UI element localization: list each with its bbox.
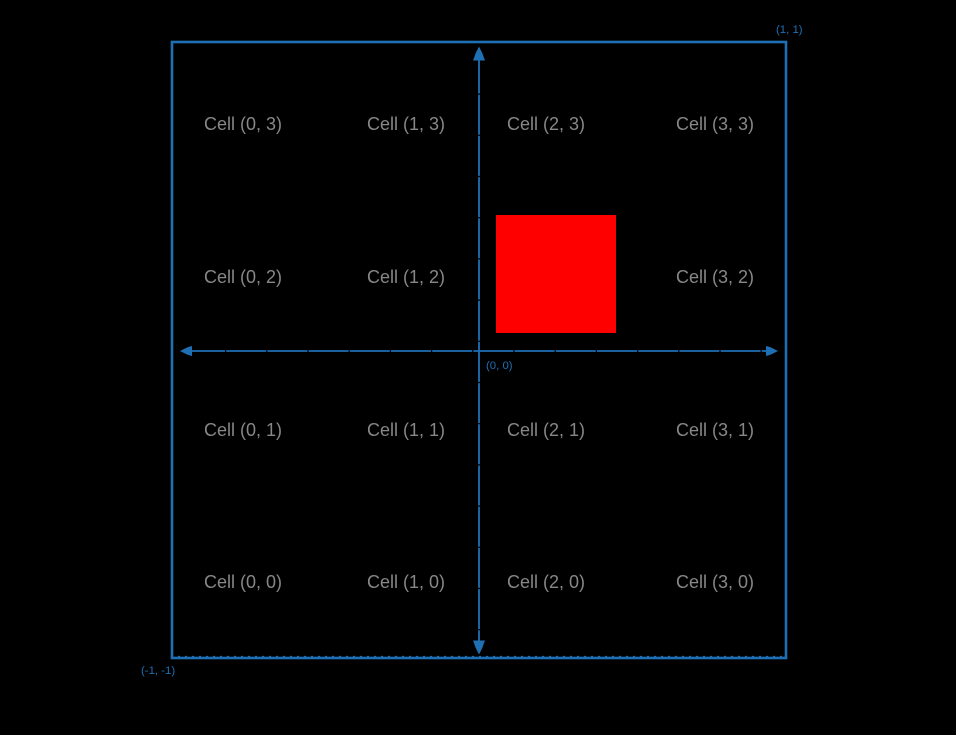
svg-text:Cell (3, 3): Cell (3, 3) <box>676 114 754 134</box>
svg-text:Cell (2, 0): Cell (2, 0) <box>507 572 585 592</box>
svg-text:Cell (0, 3): Cell (0, 3) <box>204 114 282 134</box>
svg-text:Cell (0, 0): Cell (0, 0) <box>204 572 282 592</box>
svg-text:Cell (3, 0): Cell (3, 0) <box>676 572 754 592</box>
svg-text:Cell (3, 1): Cell (3, 1) <box>676 420 754 440</box>
svg-text:Cell (3, 2): Cell (3, 2) <box>676 267 754 287</box>
svg-text:Cell (1, 0): Cell (1, 0) <box>367 572 445 592</box>
svg-text:(-1, -1): (-1, -1) <box>141 665 175 677</box>
svg-text:(1, 1): (1, 1) <box>776 24 803 36</box>
svg-text:Cell (1, 3): Cell (1, 3) <box>367 114 445 134</box>
svg-text:Cell (0, 2): Cell (0, 2) <box>204 267 282 287</box>
svg-text:Cell (0, 1): Cell (0, 1) <box>204 420 282 440</box>
svg-text:Cell (2, 1): Cell (2, 1) <box>507 420 585 440</box>
svg-text:Cell (1, 1): Cell (1, 1) <box>367 420 445 440</box>
svg-text:(0, 0): (0, 0) <box>486 360 513 372</box>
svg-text:Cell (2, 3): Cell (2, 3) <box>507 114 585 134</box>
svg-text:Cell (1, 2): Cell (1, 2) <box>367 267 445 287</box>
